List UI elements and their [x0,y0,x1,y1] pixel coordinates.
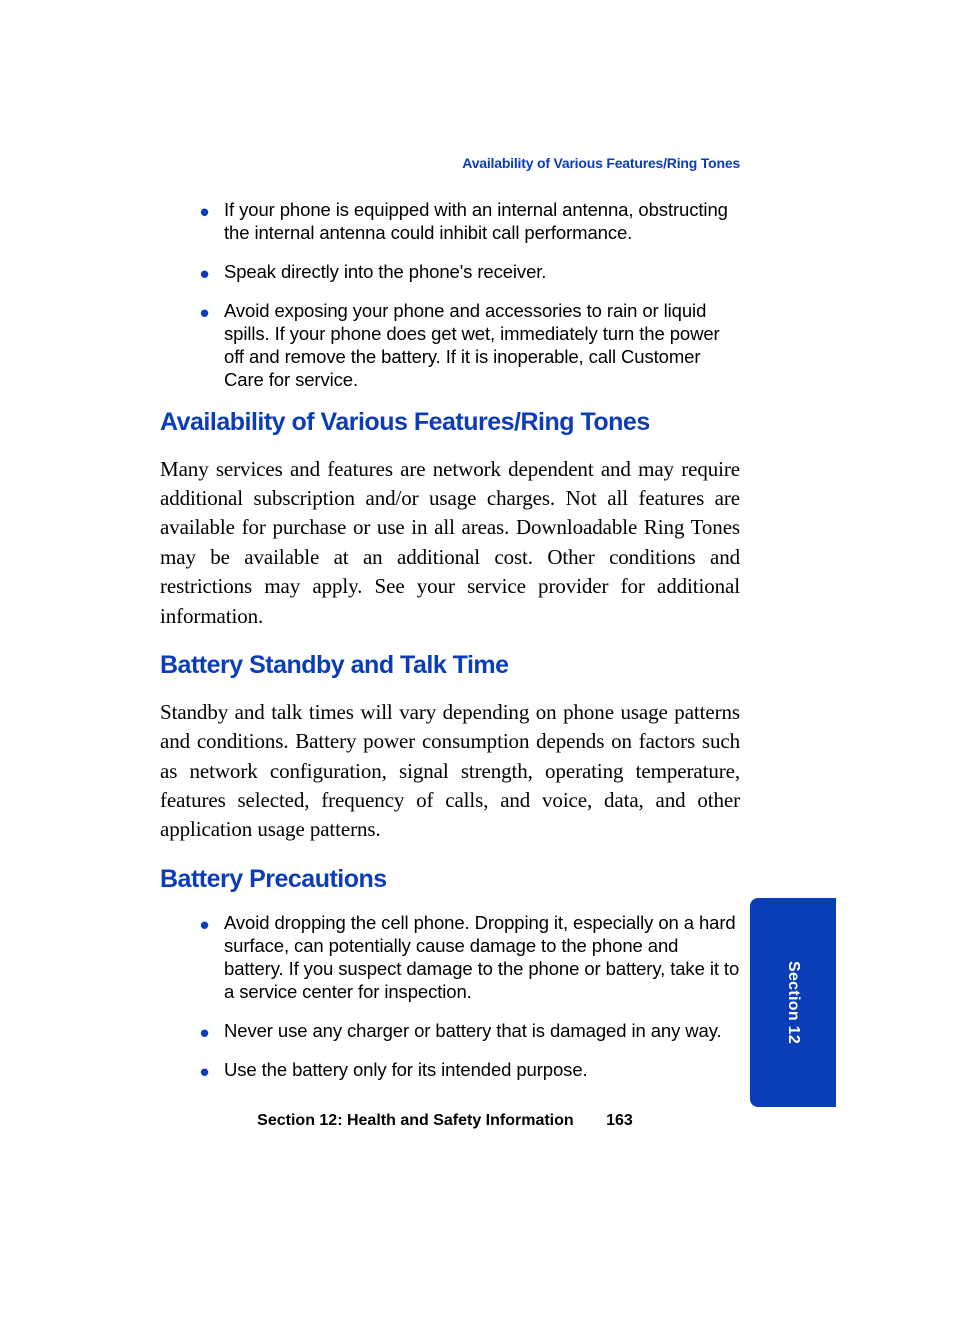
intro-bullet-list: If your phone is equipped with an intern… [160,199,740,392]
bullet-item: Avoid exposing your phone and accessorie… [200,300,740,392]
page-footer: Section 12: Health and Safety Informatio… [160,1112,730,1130]
precautions-bullet-list: Avoid dropping the cell phone. Dropping … [160,912,740,1082]
body-battery-standby: Standby and talk times will vary dependi… [160,698,740,845]
page-content: Availability of Various Features/Ring To… [160,155,740,1097]
heading-battery-precautions: Battery Precautions [160,865,740,894]
bullet-item: Use the battery only for its intended pu… [200,1059,740,1082]
side-tab-label: Section 12 [784,961,802,1044]
bullet-item: Speak directly into the phone's receiver… [200,261,740,284]
bullet-item: Never use any charger or battery that is… [200,1020,740,1043]
footer-page-number: 163 [606,1112,633,1129]
section-side-tab: Section 12 [750,898,836,1107]
footer-section-label: Section 12: Health and Safety Informatio… [257,1112,574,1129]
heading-battery-standby: Battery Standby and Talk Time [160,651,740,680]
heading-availability: Availability of Various Features/Ring To… [160,408,740,437]
running-header: Availability of Various Features/Ring To… [160,155,740,171]
body-availability: Many services and features are network d… [160,455,740,631]
bullet-item: Avoid dropping the cell phone. Dropping … [200,912,740,1004]
bullet-item: If your phone is equipped with an intern… [200,199,740,245]
